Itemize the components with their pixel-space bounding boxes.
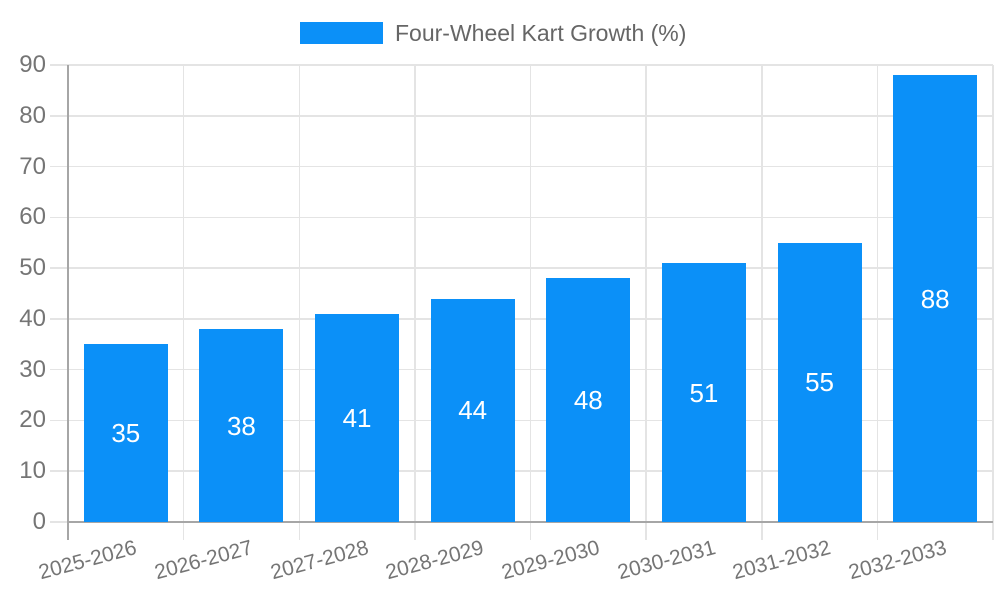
x-tick-label: 2028-2029: [383, 536, 487, 585]
y-tick: [50, 419, 68, 422]
y-tick: [50, 64, 68, 66]
y-tick: [50, 165, 68, 168]
y-tick: [50, 216, 68, 219]
bar-value-label: 38: [226, 410, 256, 441]
v-gridline: [876, 65, 879, 522]
bar-value-label: 35: [111, 418, 141, 449]
y-tick-label: 60: [19, 203, 46, 231]
y-tick: [50, 267, 68, 269]
bar-value-label: 41: [342, 402, 372, 433]
x-tick-label: 2025-2026: [36, 536, 140, 585]
y-tick-label: 90: [19, 51, 46, 78]
x-tick-label: 2027-2028: [267, 536, 371, 585]
x-tick-label: 2030-2031: [614, 536, 718, 585]
chart-legend-item[interactable]: Four-Wheel Kart Growth (%): [300, 20, 687, 46]
v-gridline: [645, 65, 647, 522]
y-tick-label: 10: [19, 457, 46, 485]
x-tick-label: 2031-2032: [730, 536, 834, 585]
y-tick-label: 50: [19, 254, 46, 282]
x-tick-label: 2026-2027: [152, 536, 256, 585]
legend-swatch: [300, 22, 383, 44]
y-tick: [50, 318, 68, 320]
bar: 35: [83, 344, 168, 522]
x-tick-label: 2029-2030: [499, 536, 603, 585]
x-tick: [414, 522, 416, 540]
x-tick: [761, 522, 763, 540]
y-tick: [50, 368, 68, 371]
bar: 51: [661, 263, 746, 522]
x-tick: [298, 522, 300, 540]
x-axis-line: [68, 521, 993, 523]
y-tick-label: 30: [19, 355, 46, 383]
x-tick: [876, 522, 879, 540]
bar-value-label: 51: [689, 377, 719, 408]
bar-value-label: 55: [805, 367, 835, 398]
v-gridline: [992, 65, 994, 522]
v-gridline: [182, 65, 185, 522]
y-tick: [50, 115, 68, 117]
bar-value-label: 88: [920, 283, 950, 314]
y-axis-line: [67, 65, 69, 540]
bar: 55: [777, 242, 862, 522]
x-tick-label: 2032-2033: [845, 536, 949, 585]
x-tick: [645, 522, 647, 540]
x-tick: [182, 522, 185, 540]
v-gridline: [414, 65, 416, 522]
bar: 88: [893, 75, 978, 522]
bar: 38: [199, 329, 284, 522]
y-tick: [50, 521, 68, 523]
legend-label: Four-Wheel Kart Growth (%): [395, 20, 687, 46]
bar: 41: [315, 313, 400, 522]
y-tick-label: 80: [19, 101, 46, 129]
y-tick-label: 40: [19, 304, 46, 332]
v-gridline: [298, 65, 300, 522]
y-tick-label: 0: [32, 508, 46, 535]
y-tick-label: 70: [19, 152, 46, 180]
y-tick-label: 20: [19, 406, 46, 434]
bar-value-label: 44: [458, 395, 488, 426]
bar: 44: [430, 298, 515, 522]
bar: 48: [546, 278, 631, 522]
v-gridline: [761, 65, 763, 522]
bar-value-label: 48: [573, 385, 603, 416]
y-tick: [50, 470, 68, 472]
x-tick: [992, 522, 994, 540]
v-gridline: [529, 65, 532, 522]
x-tick: [529, 522, 532, 540]
